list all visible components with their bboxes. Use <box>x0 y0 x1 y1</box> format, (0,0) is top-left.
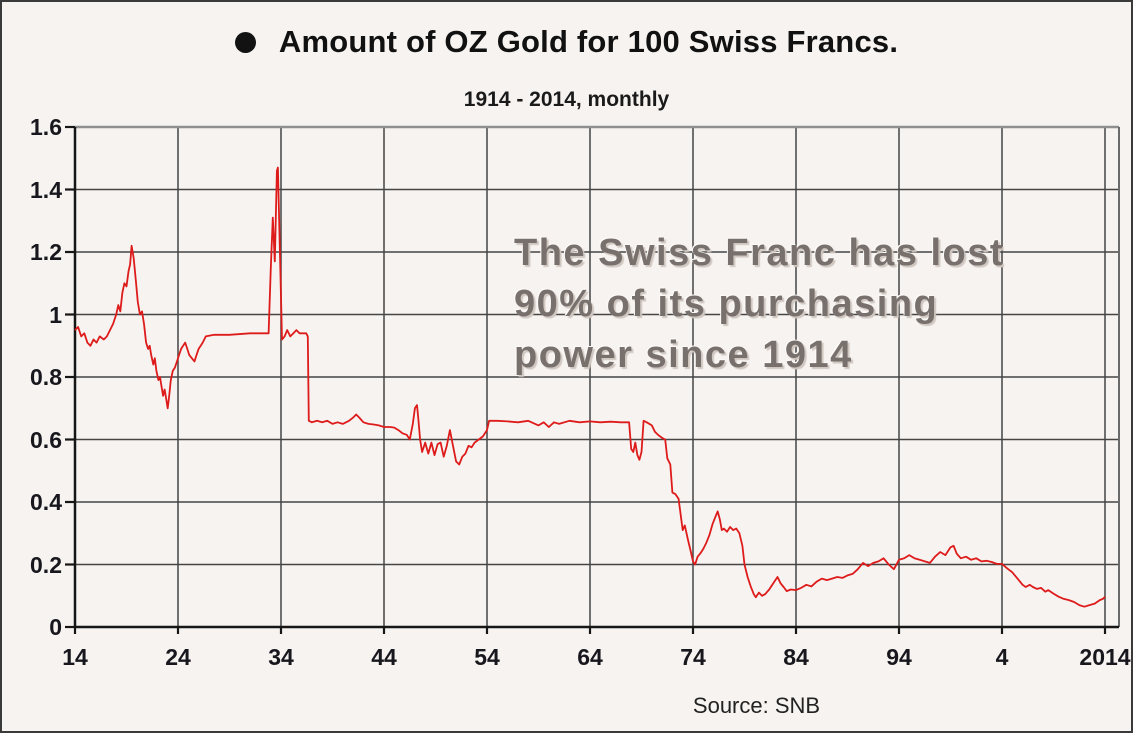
y-tick-label: 1.2 <box>30 239 62 265</box>
source-label: Source: SNB <box>692 693 821 718</box>
annotation-text: The Swiss Franc has lost 90% of its purc… <box>514 228 1004 381</box>
x-tick-label: 64 <box>577 644 603 670</box>
x-tick-label: 4 <box>995 644 1009 670</box>
x-tick-label: 2014 <box>1079 644 1131 670</box>
x-tick-label: 44 <box>371 644 397 670</box>
y-tick-label: 0.6 <box>30 426 62 453</box>
chart-subtitle: 1914 - 2014, monthly <box>463 88 670 111</box>
x-tick-label: 74 <box>680 644 706 670</box>
y-tick-label: 1 <box>49 301 62 328</box>
x-tick-label: 84 <box>783 644 809 670</box>
y-tick-label: 1.4 <box>30 176 62 203</box>
y-tick-label: 1.6 <box>30 114 62 140</box>
x-axis-labels: 14 24 34 44 54 64 74 84 94 4 2014 <box>2 644 1131 674</box>
x-tick-label: 94 <box>886 644 912 670</box>
plot-area <box>65 125 1120 634</box>
y-tick-label: 0.8 <box>30 364 62 390</box>
chart-canvas <box>65 125 1120 634</box>
x-tick-label: 24 <box>165 644 191 670</box>
chart-title: Amount of OZ Gold for 100 Swiss Francs. <box>278 24 899 59</box>
x-tick-label: 54 <box>474 644 500 670</box>
x-tick-label: 14 <box>62 644 88 670</box>
annotation-line-1: The Swiss Franc has lost <box>514 232 1005 274</box>
y-tick-label: 0.4 <box>30 489 62 515</box>
x-tick-label: 34 <box>268 644 294 670</box>
y-tick-label: 0 <box>49 614 62 640</box>
title-row: Amount of OZ Gold for 100 Swiss Francs. <box>2 24 1131 60</box>
y-tick-label: 0.2 <box>30 551 62 578</box>
annotation-line-2: 90% of its purchasing <box>514 283 939 325</box>
annotation-line-3: power since 1914 <box>514 334 853 376</box>
bullet-icon <box>234 31 256 53</box>
